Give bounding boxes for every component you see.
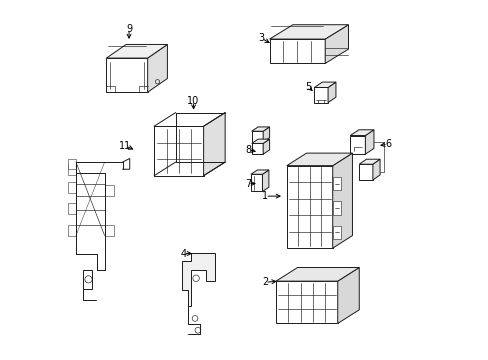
Polygon shape [327,82,335,103]
Polygon shape [182,253,215,306]
Polygon shape [325,25,348,63]
Bar [67,159,76,169]
Bar [104,225,113,235]
Text: 5: 5 [305,82,311,92]
Text: 8: 8 [244,144,251,154]
Text: 1: 1 [262,191,268,201]
Text: 9: 9 [126,24,132,35]
Bar [250,174,262,192]
Polygon shape [250,170,268,174]
Bar [314,87,327,103]
Polygon shape [314,82,335,87]
Polygon shape [147,44,167,92]
Polygon shape [332,153,352,248]
Bar [251,143,263,154]
Bar [286,166,332,248]
Polygon shape [359,159,379,164]
Bar [332,177,340,190]
Bar [67,225,76,235]
Polygon shape [269,25,348,39]
Polygon shape [337,267,359,323]
Bar [332,201,340,215]
Text: 2: 2 [262,277,268,287]
Polygon shape [251,139,269,143]
Text: 3: 3 [258,33,264,43]
Bar [332,226,340,239]
Bar [359,164,372,180]
Polygon shape [263,127,269,142]
Bar [67,203,76,214]
Polygon shape [106,44,167,58]
Text: 11: 11 [119,141,131,151]
Bar [349,135,365,154]
Bar [154,126,203,176]
Bar [269,39,325,63]
Bar [276,281,337,323]
Bar [67,182,76,193]
Text: 7: 7 [244,179,251,189]
Polygon shape [251,127,269,131]
Polygon shape [349,130,373,135]
Text: 10: 10 [187,96,199,106]
Bar [104,185,113,196]
Polygon shape [276,267,359,281]
Polygon shape [262,170,268,192]
Polygon shape [203,113,224,176]
Bar [67,164,76,175]
Polygon shape [372,159,379,180]
Polygon shape [365,130,373,154]
Text: 6: 6 [384,139,390,149]
Bar [251,131,263,142]
Polygon shape [263,139,269,154]
Polygon shape [286,153,352,166]
Bar [106,58,147,92]
Text: 4: 4 [180,248,186,258]
